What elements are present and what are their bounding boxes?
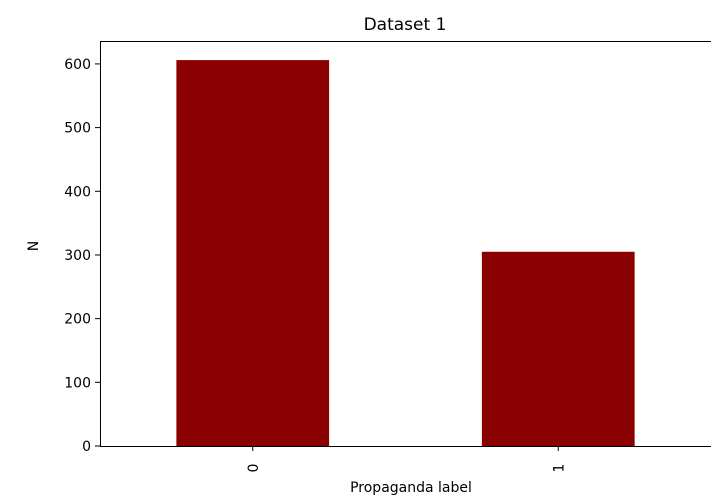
y-tick-label-200: 200: [64, 312, 91, 328]
x-axis-label: Propaganda label: [350, 480, 472, 496]
chart-title: Dataset 1: [364, 15, 447, 35]
bar-1: [481, 251, 635, 446]
y-axis-ticks: 0 100 200 300 400 500 600: [64, 57, 100, 455]
bars-group: [176, 60, 635, 447]
bar-0: [176, 60, 330, 447]
axes: [100, 41, 711, 447]
y-tick-label-400: 400: [64, 184, 91, 200]
y-tick-label-0: 0: [82, 439, 91, 455]
y-axis-label: N: [26, 241, 42, 251]
y-tick-label-500: 500: [64, 121, 91, 137]
y-tick-label-100: 100: [64, 375, 91, 391]
x-tick-label-1: 1: [551, 464, 567, 473]
y-tick-label-600: 600: [64, 57, 91, 73]
y-tick-label-300: 300: [64, 248, 91, 264]
x-tick-label-0: 0: [246, 464, 262, 473]
